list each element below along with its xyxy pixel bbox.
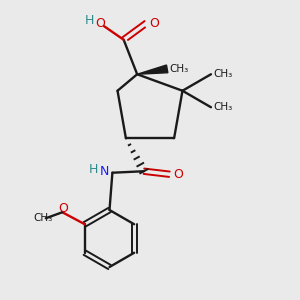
Text: O: O <box>95 17 105 30</box>
Text: CH₃: CH₃ <box>169 64 189 74</box>
Text: H: H <box>85 14 94 27</box>
Text: CH₃: CH₃ <box>213 69 232 79</box>
Text: O: O <box>173 168 183 181</box>
Text: CH₃: CH₃ <box>213 102 232 112</box>
Polygon shape <box>137 65 168 74</box>
Text: CH₃: CH₃ <box>34 213 53 223</box>
Text: O: O <box>150 17 160 30</box>
Text: H: H <box>89 163 98 176</box>
Text: N: N <box>99 165 109 178</box>
Text: O: O <box>58 202 68 214</box>
